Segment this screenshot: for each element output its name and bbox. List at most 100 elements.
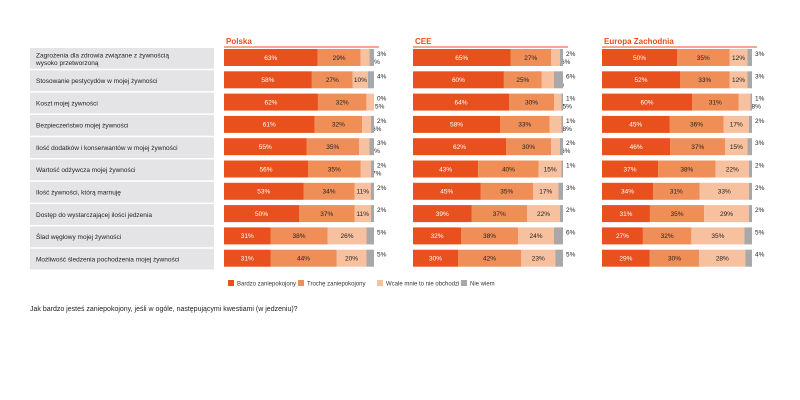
data-label: 2% — [566, 140, 576, 147]
bar-segment — [649, 205, 705, 223]
data-label: 28% — [716, 256, 729, 263]
data-label: 30% — [668, 256, 681, 263]
data-label: 3% — [755, 73, 765, 80]
bar-segment — [317, 49, 361, 66]
data-label: 42% — [483, 256, 496, 263]
data-label: 56% — [259, 166, 272, 173]
data-label: 63% — [264, 55, 277, 62]
legend-label: Trochę zaniepokojony — [307, 282, 365, 288]
legend-label: Wcale mnie to nie obchodzi — [386, 282, 459, 288]
bar-segment — [653, 182, 700, 200]
panel-title: Polska — [226, 37, 252, 46]
bar-segment — [747, 49, 752, 66]
data-label: 39% — [436, 211, 449, 218]
data-label: 6% — [371, 59, 381, 66]
data-label: 3% — [377, 51, 387, 58]
bar-segment — [270, 227, 328, 245]
data-label: 11% — [356, 189, 369, 196]
bar-segment — [327, 227, 367, 245]
bar-segment — [510, 49, 551, 66]
bar-segment — [521, 249, 556, 267]
bar-segment — [745, 249, 752, 267]
data-label: 53% — [257, 189, 270, 196]
bar-segment — [362, 115, 372, 133]
data-label: 33% — [718, 189, 731, 196]
question-text: Jak bardzo jesteś zaniepokojony, jeśli w… — [30, 306, 298, 313]
bar-segment — [224, 71, 312, 89]
bar-segment — [224, 49, 318, 66]
data-label: 50% — [255, 211, 268, 218]
data-label: 2% — [377, 163, 387, 170]
data-label: 6% — [566, 73, 576, 80]
category-label: Dostęp do wystarczającej ilości jedzenia — [36, 212, 152, 219]
data-label: 32% — [430, 233, 443, 240]
bar-segment — [413, 227, 461, 245]
bar-segment — [371, 182, 374, 200]
category-label-bg — [30, 159, 214, 181]
bar-segment — [367, 71, 374, 89]
data-label: 6% — [566, 229, 576, 236]
data-label: 20% — [345, 256, 358, 263]
category-label: Zagrożenia dla zdrowia związane z żywnoś… — [35, 52, 169, 67]
legend-label: Nie wiem — [470, 282, 495, 288]
data-label: 22% — [537, 211, 550, 218]
data-label: 32% — [336, 99, 349, 106]
bar-segment — [413, 138, 506, 156]
data-label: 23% — [532, 256, 545, 263]
panel-title: CEE — [415, 37, 432, 46]
data-label: 7% — [371, 148, 381, 155]
data-label: 38% — [483, 233, 496, 240]
data-label: 2% — [566, 207, 576, 214]
bar-segment — [554, 93, 562, 111]
bar-segment — [224, 249, 271, 267]
data-label: 37% — [691, 144, 704, 151]
data-label: 5% — [377, 252, 387, 259]
data-label: 65% — [455, 55, 468, 62]
bar-segment — [506, 138, 551, 156]
data-label: 10% — [354, 77, 367, 84]
bar-segment — [602, 93, 692, 111]
data-label: 34% — [621, 189, 634, 196]
bar-segment — [553, 71, 563, 89]
category-label-bg — [30, 204, 214, 225]
data-label: 58% — [450, 122, 463, 129]
data-label: 27% — [326, 77, 339, 84]
data-label: 29% — [619, 256, 632, 263]
data-label: 45% — [440, 189, 453, 196]
data-label: 8% — [752, 104, 762, 111]
bar-segment — [413, 93, 509, 111]
bar-segment — [704, 205, 749, 223]
bar-segment — [602, 49, 677, 66]
data-label: 31% — [709, 99, 722, 106]
bar-segment — [658, 160, 716, 178]
bar-segment — [500, 115, 550, 133]
bar-segment — [649, 249, 700, 267]
data-label: 43% — [439, 166, 452, 173]
bar-segment — [691, 227, 745, 245]
bar-segment — [413, 115, 500, 133]
data-label: 38% — [680, 166, 693, 173]
bar-segment — [413, 49, 511, 66]
data-label: 36% — [690, 122, 703, 129]
data-label: 50% — [633, 55, 646, 62]
data-label: 31% — [619, 211, 632, 218]
data-label: 1% — [566, 163, 576, 170]
bar-segment — [360, 49, 370, 66]
bar-segment — [270, 249, 337, 267]
bar-segment — [366, 227, 374, 245]
bar-segment — [527, 205, 560, 223]
bar-segment — [471, 205, 527, 223]
data-label: 45% — [629, 122, 642, 129]
data-label: 3% — [566, 185, 576, 192]
bar-segment — [478, 160, 539, 178]
category-label-bg — [30, 92, 214, 114]
category-label: Ilość żywności, którą marnuję — [36, 190, 121, 197]
data-label: 31% — [241, 256, 254, 263]
category-label-bg — [30, 181, 214, 203]
bar-segment — [366, 93, 374, 111]
bar-segment — [518, 227, 554, 245]
bar-segment — [748, 160, 752, 178]
data-label: 35% — [326, 144, 339, 151]
data-label: 35% — [328, 166, 341, 173]
